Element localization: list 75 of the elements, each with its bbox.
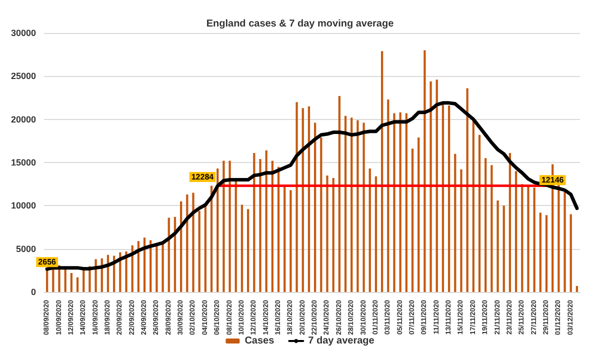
bar: [70, 273, 72, 292]
y-tick-label: 5000: [16, 244, 36, 254]
bar: [253, 153, 256, 292]
bar: [393, 113, 396, 292]
bar: [314, 122, 316, 292]
bar: [490, 165, 493, 292]
legend-label: Cases: [244, 336, 275, 346]
y-tick-label: 20000: [10, 114, 36, 124]
bar: [198, 210, 200, 292]
bar: [576, 286, 578, 292]
bar: [259, 159, 262, 292]
bar: [496, 200, 499, 292]
bar: [380, 51, 384, 292]
bar: [387, 99, 390, 292]
bar: [204, 206, 206, 292]
bar: [326, 175, 328, 292]
chart-title: England cases & 7 day moving average: [206, 18, 394, 30]
bar: [368, 168, 371, 292]
bar: [502, 206, 505, 292]
bar: [228, 160, 231, 292]
bar: [344, 116, 347, 292]
bar: [82, 270, 85, 292]
bar: [545, 215, 548, 292]
bar: [76, 277, 79, 292]
bar: [430, 81, 432, 292]
bar: [284, 186, 286, 292]
y-tick-label: 15000: [10, 158, 36, 168]
bar: [527, 186, 530, 292]
bar: [484, 158, 487, 292]
bar: [521, 184, 524, 292]
bar: [418, 137, 420, 292]
bar: [539, 212, 542, 292]
bar: [466, 88, 468, 292]
y-tick-label: 30000: [10, 28, 36, 38]
bar: [448, 106, 450, 292]
bar: [374, 176, 378, 292]
bar: [405, 113, 408, 292]
bar: [533, 188, 536, 292]
bar: [564, 192, 566, 292]
bar: [290, 190, 292, 292]
bar: [424, 50, 426, 292]
y-tick-label: 10000: [10, 200, 36, 211]
bar: [302, 108, 304, 292]
bar: [125, 251, 128, 292]
y-tick-label: 0: [31, 287, 36, 297]
bar: [362, 122, 365, 292]
bar: [570, 214, 572, 292]
bar: [514, 171, 518, 292]
bar: [246, 209, 250, 292]
bar: [338, 96, 340, 292]
bar: [296, 102, 298, 292]
legend-label: 7 day average: [308, 336, 375, 346]
bar: [240, 204, 244, 292]
bar: [478, 134, 481, 292]
bar: [558, 184, 560, 292]
bar: [460, 169, 462, 292]
bar: [332, 178, 334, 292]
bar: [454, 154, 456, 292]
data-label: 12284: [191, 172, 214, 182]
bar: [320, 137, 322, 292]
bar: [234, 181, 237, 292]
bar: [265, 150, 268, 292]
bar: [442, 104, 444, 292]
bar: [350, 118, 353, 292]
bar: [411, 148, 414, 292]
bar: [192, 192, 194, 292]
bar: [308, 106, 310, 292]
bar: [162, 242, 164, 292]
y-tick-label: 25000: [10, 71, 36, 82]
bar: [436, 80, 438, 292]
data-label: 12146: [541, 176, 564, 185]
bar: [399, 112, 402, 292]
bar: [222, 160, 225, 292]
data-label: 2656: [38, 258, 57, 267]
bar: [356, 120, 359, 292]
